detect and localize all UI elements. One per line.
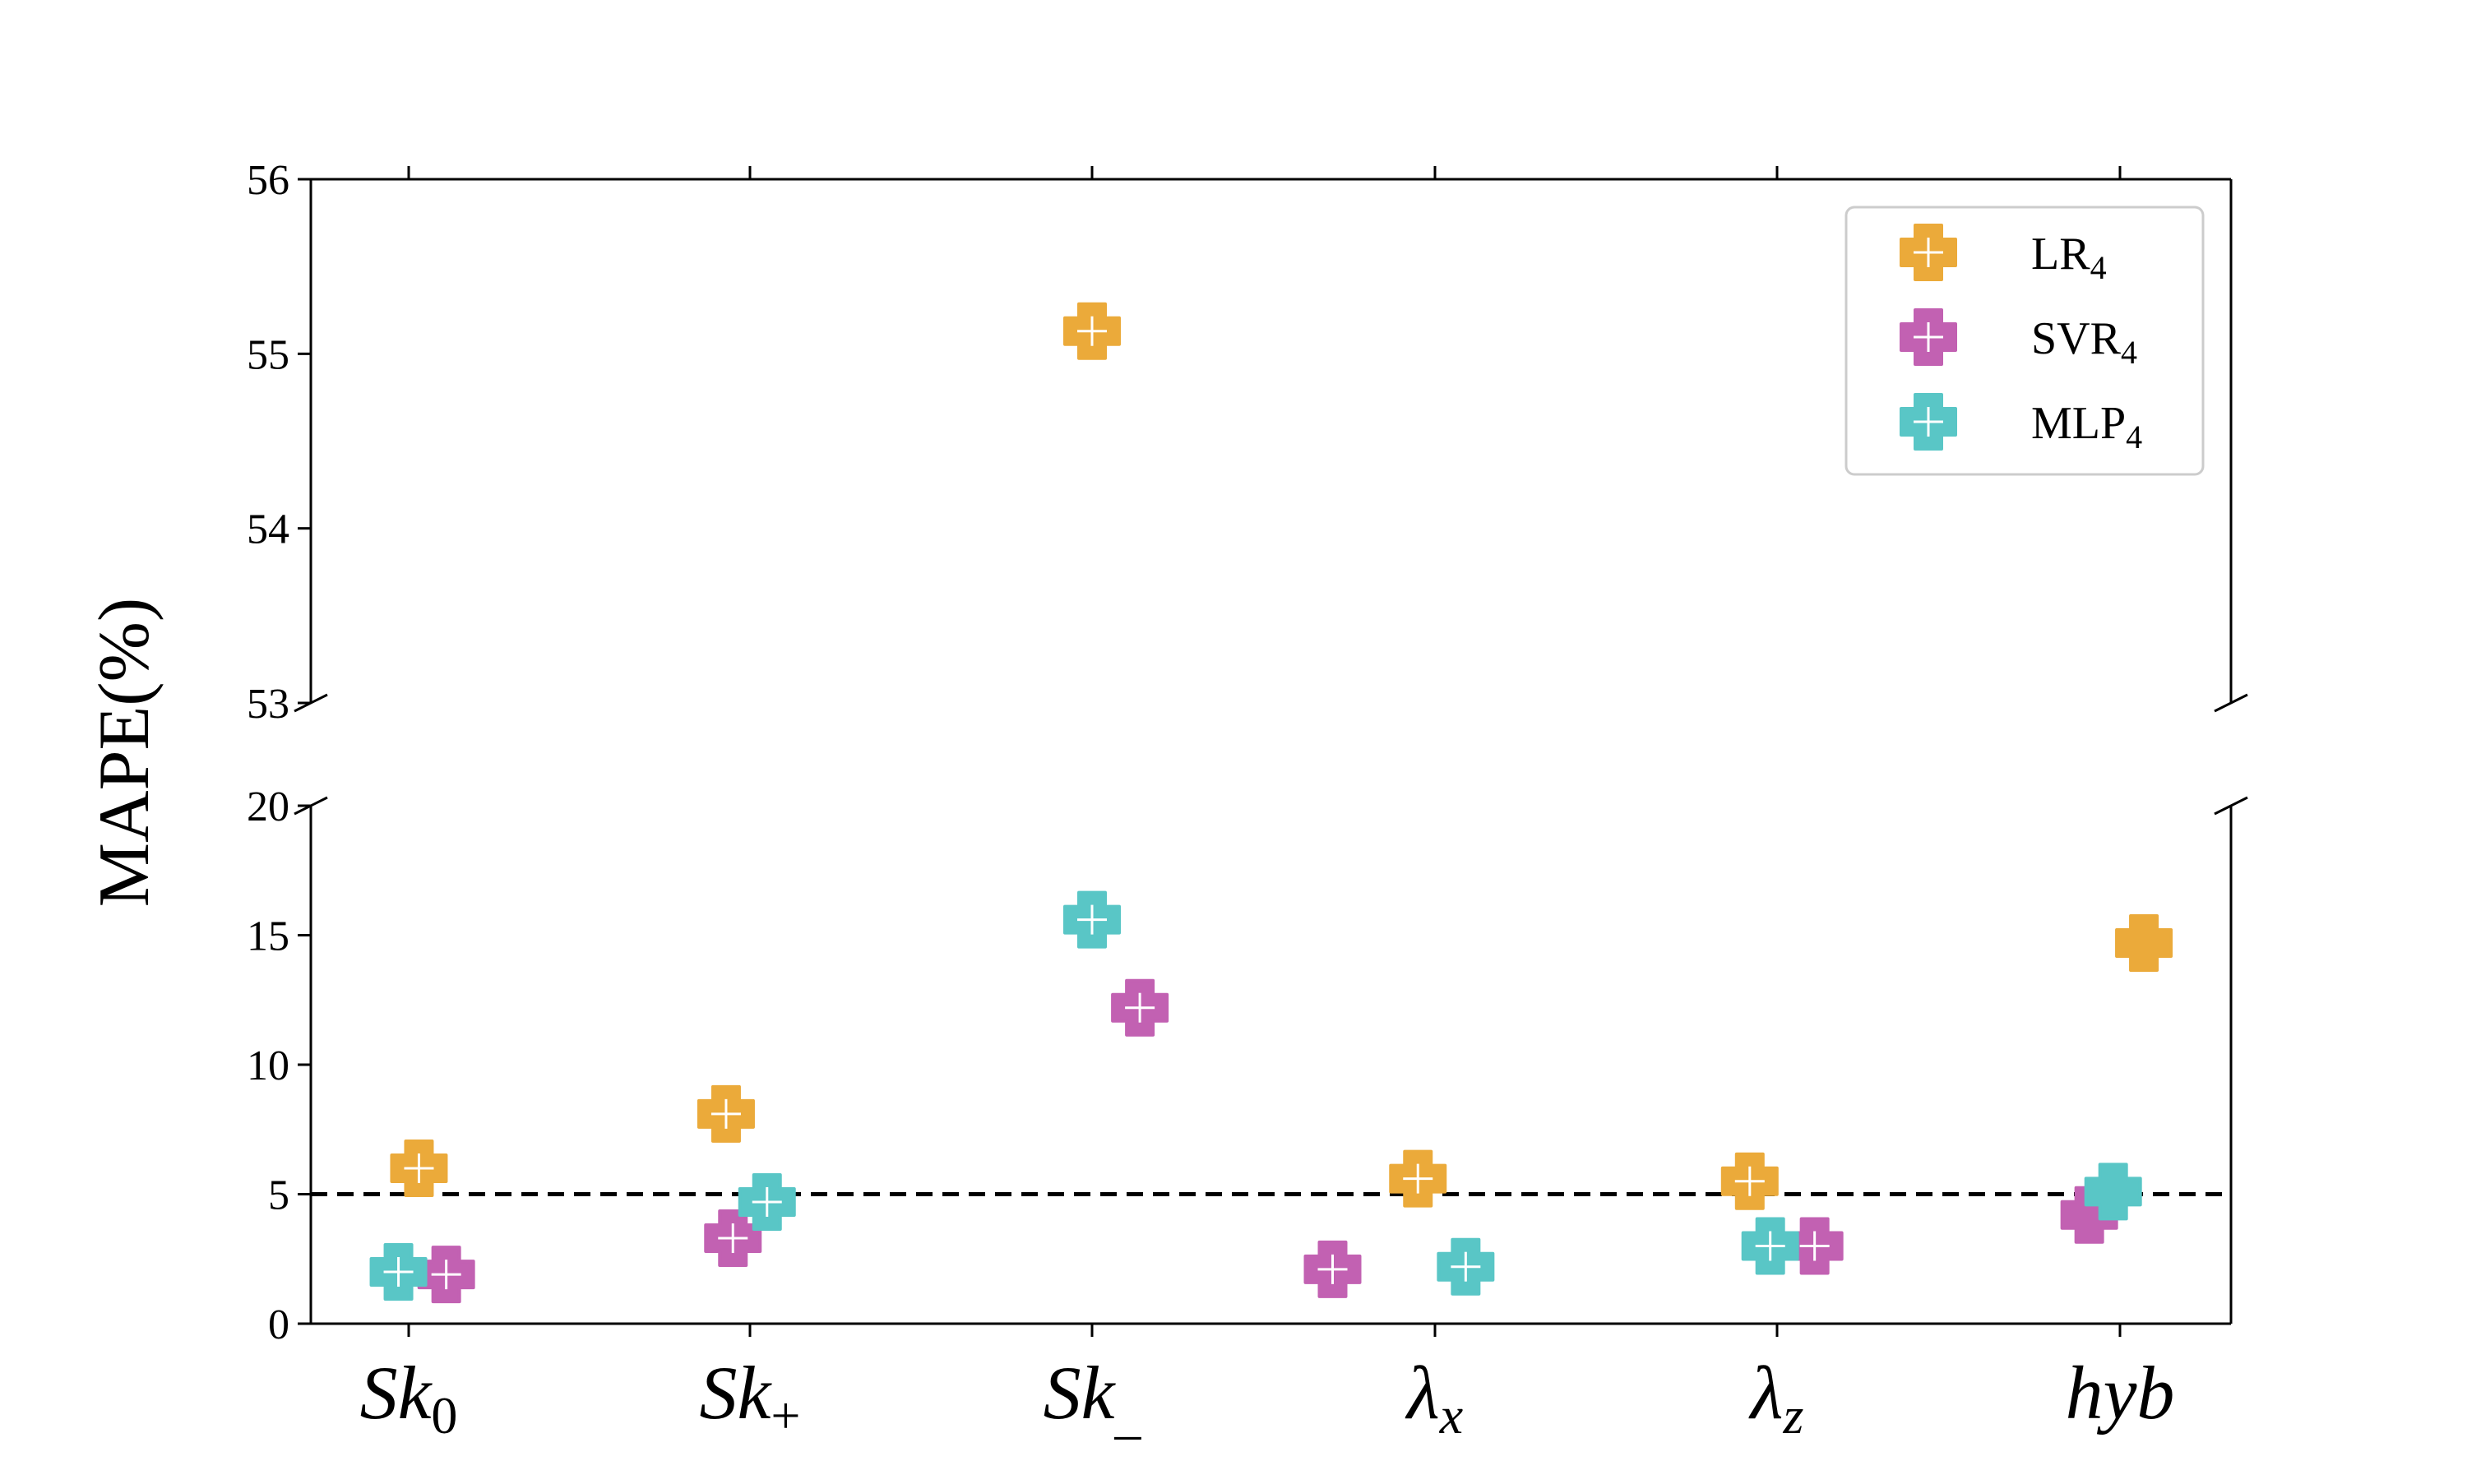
data-points [369, 302, 2173, 1304]
upper-ytick-label: 54 [247, 506, 289, 553]
upper-axes [309, 178, 2233, 703]
point-lr [1063, 302, 1121, 360]
point-svr [704, 1209, 762, 1268]
point-mlp [2084, 1163, 2142, 1221]
legend-label-mlp: MLP4 [2031, 398, 2142, 455]
upper-ytick-label: 56 [247, 157, 289, 204]
point-svr [1111, 978, 1169, 1037]
legend-marker-mlp [1900, 393, 1957, 451]
legend-marker-lr [1900, 224, 1957, 281]
xtick-label: Sk0 [360, 1351, 458, 1445]
lower-ytick-label: 10 [247, 1042, 289, 1089]
break-mark [2214, 693, 2248, 713]
axis-break-marks [294, 693, 2248, 816]
lower-axes [309, 806, 2233, 1325]
xtick-label: Sk_ [1044, 1351, 1142, 1445]
point-mlp [1741, 1217, 1799, 1275]
legend-label-svr: SVR4 [2031, 313, 2137, 371]
point-lr-body [2115, 913, 2173, 972]
xtick-label: hyb [2066, 1351, 2175, 1435]
legend: LR4 SVR4 MLP4 [1844, 206, 2205, 476]
point-mlp [1437, 1237, 1495, 1296]
point-lr [1389, 1149, 1447, 1208]
lower-ytick-label: 0 [268, 1301, 289, 1348]
point-mlp [369, 1243, 428, 1301]
lower-ytick-label: 5 [268, 1172, 289, 1219]
point-mlp [1063, 890, 1121, 949]
upper-ytick-label: 53 [247, 681, 289, 728]
y-axis-label: MAPE(%) [85, 598, 164, 907]
legend-label-lr: LR4 [2031, 229, 2107, 286]
break-mark [2214, 796, 2248, 816]
point-lr [697, 1084, 755, 1143]
lower-ytick-label: 20 [247, 784, 289, 830]
point-mlp [738, 1172, 796, 1231]
xtick-label: λx [1405, 1351, 1463, 1445]
point-lr [1720, 1152, 1779, 1210]
point-svr [1303, 1240, 1362, 1298]
xtick-label: Sk+ [700, 1351, 801, 1445]
point-mlp-body [2084, 1163, 2142, 1221]
lower-ytick-label: 15 [247, 913, 289, 960]
legend-marker-svr [1900, 308, 1957, 366]
xtick-label: λz [1748, 1351, 1804, 1445]
point-lr [390, 1140, 448, 1197]
point-lr [2115, 913, 2173, 972]
upper-ytick-label: 55 [247, 331, 289, 378]
